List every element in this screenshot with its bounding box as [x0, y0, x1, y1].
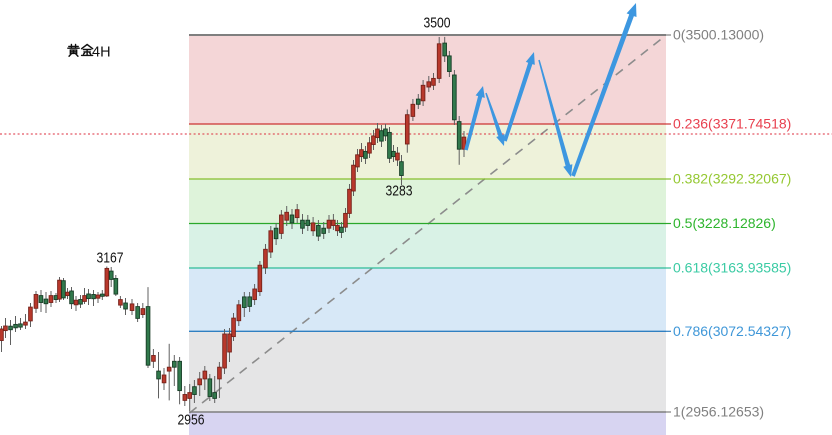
svg-text:0(3500.13000): 0(3500.13000) [673, 27, 764, 43]
svg-text:0.236(3371.74518): 0.236(3371.74518) [673, 116, 791, 132]
svg-text:0.786(3072.54327): 0.786(3072.54327) [673, 323, 791, 339]
svg-text:0.5(3228.12826): 0.5(3228.12826) [673, 215, 776, 231]
svg-text:3167: 3167 [97, 250, 124, 267]
svg-text:2956: 2956 [178, 412, 205, 429]
svg-text:1(2956.12653): 1(2956.12653) [673, 404, 764, 420]
svg-text:4H: 4H [92, 45, 111, 61]
svg-text:3283: 3283 [386, 183, 413, 200]
svg-text:3500: 3500 [424, 15, 451, 32]
svg-text:0.618(3163.93585): 0.618(3163.93585) [673, 260, 791, 276]
svg-text:0.382(3292.32067): 0.382(3292.32067) [673, 171, 791, 187]
